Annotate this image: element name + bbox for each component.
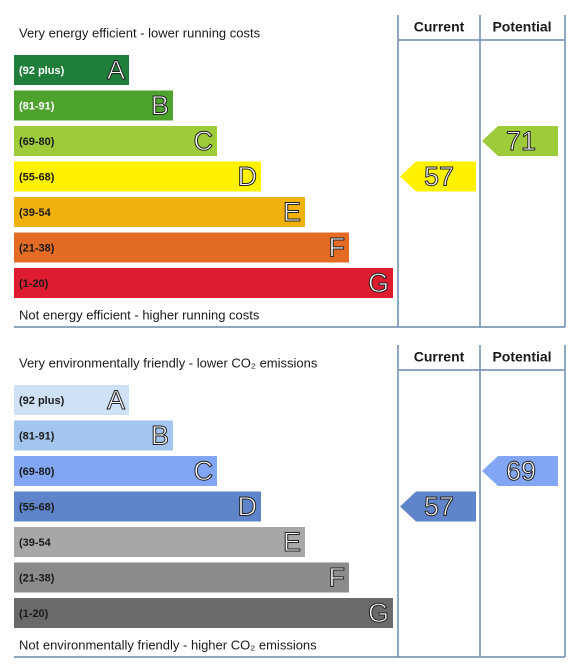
band-range: (69-80): [19, 136, 55, 148]
band-range: (92 plus): [19, 395, 65, 407]
band-range: (1-20): [19, 278, 49, 290]
band-bar: [14, 598, 393, 628]
rating-value: 69: [506, 456, 536, 486]
band-letter: C: [194, 456, 214, 486]
rating-value: 57: [424, 162, 454, 192]
band-range: (21-38): [19, 572, 55, 584]
top-label: Very environmentally friendly - lower CO…: [19, 355, 318, 370]
rating-arrow: [400, 161, 476, 192]
band-bar: [14, 55, 129, 85]
band-range: (55-68): [19, 501, 55, 513]
rating-value: 71: [506, 126, 536, 156]
band-range: (39-54: [19, 207, 52, 219]
band-bar: [14, 197, 305, 227]
band-range: (69-80): [19, 466, 55, 478]
band-range: (1-20): [19, 608, 49, 620]
band-bar: [14, 232, 349, 263]
band-letter: D: [238, 162, 258, 192]
rating-arrow: [400, 491, 476, 522]
band-letter: A: [107, 385, 125, 415]
epc-chart: Current Potential Very environmentally fri…: [14, 345, 566, 658]
band-bar: [14, 161, 261, 192]
epc-chart: Current Potential Very energy efficient - …: [14, 15, 566, 328]
band-bar: [14, 562, 349, 593]
column-header: Current: [414, 19, 465, 35]
band-letter: F: [329, 233, 346, 263]
rating-value: 57: [424, 492, 454, 522]
band-bar: [14, 456, 217, 486]
band-letter: B: [151, 91, 169, 121]
band-letter: G: [368, 598, 389, 628]
bottom-label: Not energy efficient - higher running co…: [19, 307, 260, 322]
rating-arrow: [482, 126, 558, 156]
band-bar: [14, 527, 305, 557]
top-label: Very energy efficient - lower running co…: [19, 25, 261, 40]
band-range: (81-91): [19, 430, 55, 442]
band-letter: A: [107, 55, 125, 85]
band-letter: E: [283, 527, 301, 557]
column-header: Current: [414, 349, 465, 365]
band-letter: B: [151, 421, 169, 451]
band-letter: G: [368, 268, 389, 298]
band-range: (92 plus): [19, 65, 65, 77]
band-range: (55-68): [19, 171, 55, 183]
band-bar: [14, 268, 393, 298]
band-letter: F: [329, 563, 346, 593]
column-header: Potential: [492, 349, 551, 365]
band-bar: [14, 385, 129, 415]
band-bar: [14, 90, 173, 121]
band-letter: E: [283, 197, 301, 227]
band-range: (81-91): [19, 100, 55, 112]
band-range: (39-54: [19, 537, 52, 549]
band-letter: C: [194, 126, 214, 156]
bottom-label: Not environmentally friendly - higher CO…: [19, 637, 317, 652]
band-range: (21-38): [19, 242, 55, 254]
band-letter: D: [238, 492, 258, 522]
rating-arrow: [482, 456, 558, 486]
band-bar: [14, 126, 217, 156]
band-bar: [14, 420, 173, 451]
column-header: Potential: [492, 19, 551, 35]
band-bar: [14, 491, 261, 522]
